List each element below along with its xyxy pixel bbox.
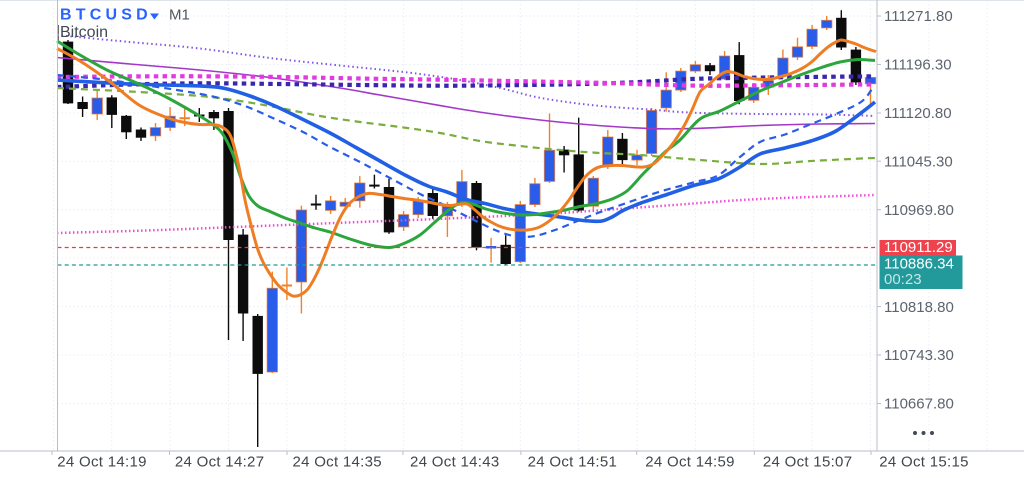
svg-text:110818.80: 110818.80 xyxy=(884,299,954,316)
svg-text:24 Oct 14:19: 24 Oct 14:19 xyxy=(57,454,147,471)
svg-text:110911.29: 110911.29 xyxy=(884,239,953,256)
svg-text:M1: M1 xyxy=(169,7,190,24)
svg-text:111196.30: 111196.30 xyxy=(884,57,952,74)
svg-text:24 Oct 15:07: 24 Oct 15:07 xyxy=(763,454,853,471)
svg-text:Bitcoin: Bitcoin xyxy=(60,24,108,41)
svg-text:111271.80: 111271.80 xyxy=(884,8,953,25)
svg-text:24 Oct 14:59: 24 Oct 14:59 xyxy=(645,454,735,471)
svg-text:24 Oct 14:51: 24 Oct 14:51 xyxy=(528,454,618,471)
svg-text:24 Oct 14:43: 24 Oct 14:43 xyxy=(410,454,500,471)
svg-text:24 Oct 15:15: 24 Oct 15:15 xyxy=(879,454,969,471)
svg-text:110886.34: 110886.34 xyxy=(884,256,954,273)
svg-text:111120.80: 111120.80 xyxy=(884,105,952,122)
svg-text:00:23: 00:23 xyxy=(884,271,922,288)
svg-text:111045.30: 111045.30 xyxy=(884,153,953,170)
svg-text:110667.80: 110667.80 xyxy=(884,396,954,413)
svg-text:BTCUSD: BTCUSD xyxy=(60,7,152,24)
svg-text:24 Oct 14:27: 24 Oct 14:27 xyxy=(175,454,265,471)
svg-text:24 Oct 14:35: 24 Oct 14:35 xyxy=(292,454,382,471)
svg-text:110969.80: 110969.80 xyxy=(884,202,954,219)
svg-text:110743.30: 110743.30 xyxy=(884,347,954,364)
